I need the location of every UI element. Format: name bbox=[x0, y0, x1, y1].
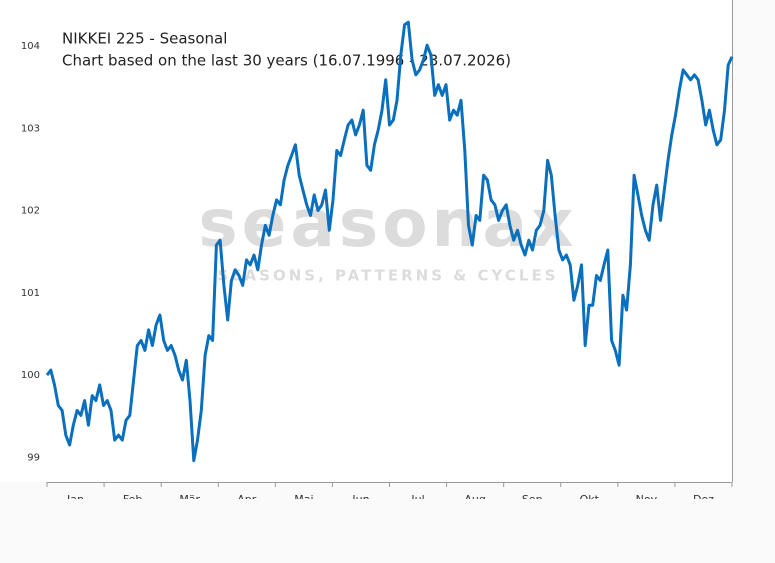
y-tick-label: 103 bbox=[21, 123, 40, 134]
x-tick-label: Sep bbox=[522, 493, 543, 506]
x-labels: Jan Feb Mär Apr Mai Jun Jul Aug Sep Okt Nov Dez bbox=[66, 493, 714, 506]
x-tick-label: Apr bbox=[237, 493, 257, 506]
x-tick-label: Jan bbox=[66, 493, 84, 506]
x-tick-label: Nov bbox=[636, 493, 658, 506]
series-line bbox=[45, 20, 734, 463]
x-tick-label: Aug bbox=[464, 493, 485, 506]
y-tick-label: 100 bbox=[21, 370, 40, 381]
watermark-tagline: SEASONS, PATTERNS & CYCLES bbox=[218, 267, 559, 285]
y-tick-label: 99 bbox=[27, 452, 40, 463]
y-tick-label: 104 bbox=[21, 41, 40, 52]
chart-subtitle: Chart based on the last 30 years (16.07.… bbox=[62, 52, 511, 70]
x-tick-label: Mär bbox=[179, 493, 200, 506]
watermark: seasonax bbox=[198, 185, 577, 262]
plot-area bbox=[0, 0, 732, 482]
y-tick-label: 102 bbox=[21, 206, 40, 217]
x-tick-label: Mai bbox=[294, 493, 313, 506]
y-tick-label: 101 bbox=[21, 288, 40, 299]
x-tick-label: Dez bbox=[693, 493, 714, 506]
x-tick-label: Feb bbox=[123, 493, 142, 506]
x-tick-label: Jul bbox=[410, 493, 424, 506]
chart-title: NIKKEI 225 - Seasonal bbox=[62, 30, 227, 48]
x-tick-label: Jun bbox=[351, 493, 369, 506]
x-tick-label: Okt bbox=[580, 493, 600, 506]
